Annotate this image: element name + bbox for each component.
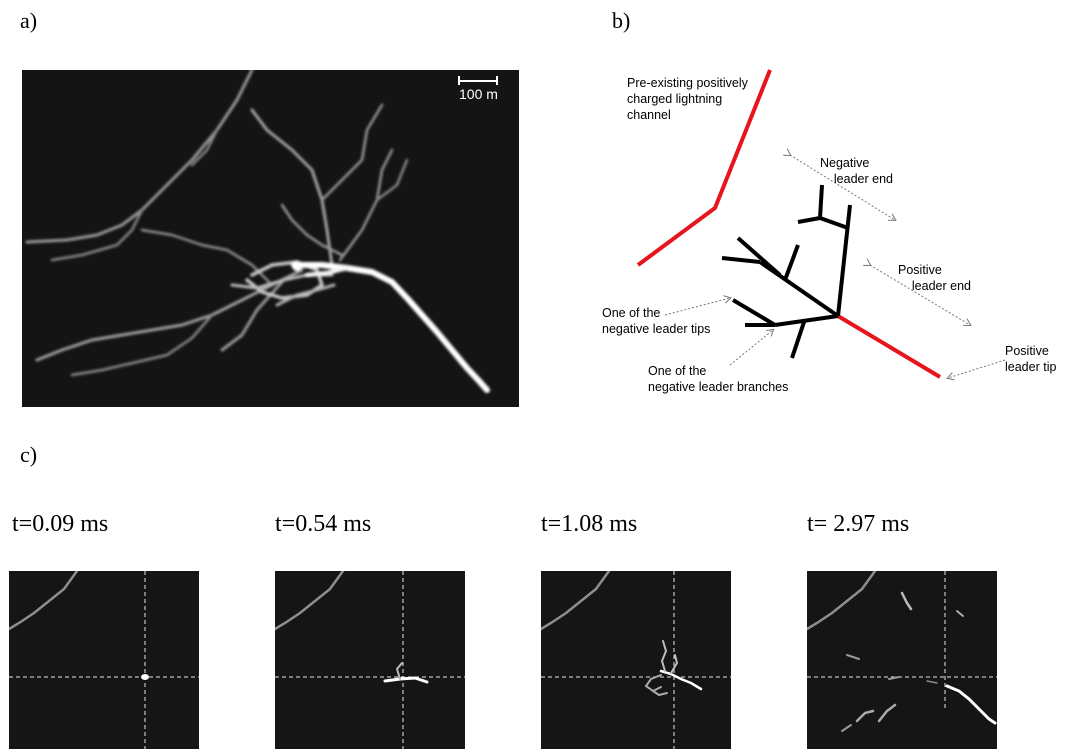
leader-schematic: Pre-existing positively charged lightnin… bbox=[590, 60, 1075, 420]
leader-schematic-drawing bbox=[636, 69, 1006, 420]
annotation-arrows bbox=[664, 155, 1006, 378]
annotation-positive-leader-tip: Positive leader tip bbox=[1005, 344, 1057, 374]
positive-leader bbox=[836, 314, 942, 379]
frame-1-image bbox=[9, 571, 199, 749]
frame-3-time: t=1.08 ms bbox=[541, 511, 638, 537]
frame-3-drawing bbox=[541, 571, 731, 749]
frame-1-drawing bbox=[9, 571, 199, 749]
frame-2-drawing bbox=[275, 571, 465, 749]
frame-3-image bbox=[541, 571, 731, 749]
frame-1-time: t=0.09 ms bbox=[12, 511, 109, 537]
frame-2-image bbox=[275, 571, 465, 749]
annotation-negative-leader-tips: One of the negative leader tips bbox=[602, 306, 711, 336]
panel-a-label: a) bbox=[20, 8, 38, 33]
frame-4-drawing bbox=[807, 571, 997, 732]
frame-2-time: t=0.54 ms bbox=[275, 511, 372, 537]
frame-4-image bbox=[807, 571, 997, 749]
annotation-negative-leader-branches: One of the negative leader branches bbox=[648, 364, 789, 394]
negative-leader-network bbox=[721, 184, 852, 359]
annotation-preexisting-channel: Pre-existing positively charged lightnin… bbox=[627, 76, 748, 122]
preexisting-channel bbox=[636, 69, 772, 267]
annotation-negative-leader-end: Negative leader end bbox=[820, 156, 893, 186]
annotation-positive-leader-end: Positive leader end bbox=[898, 263, 971, 293]
panel-b-label: b) bbox=[612, 8, 631, 33]
lightning-photo: 100 m bbox=[22, 70, 519, 407]
frame-4-time: t= 2.97 ms bbox=[807, 511, 910, 537]
lightning-photo-drawing bbox=[25, 70, 490, 393]
scale-bar-label: 100 m bbox=[459, 86, 498, 102]
panel-c-label: c) bbox=[20, 442, 38, 467]
scale-bar bbox=[458, 76, 502, 100]
